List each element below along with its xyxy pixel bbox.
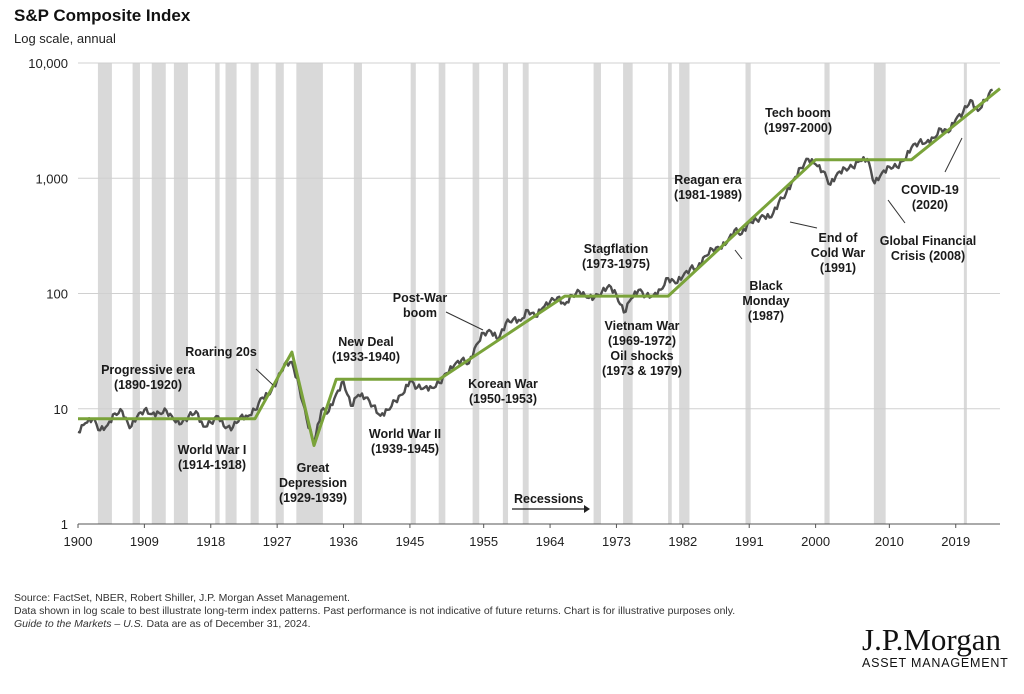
annotation-line: Post-War bbox=[393, 291, 448, 305]
trend-line bbox=[78, 87, 1001, 447]
annotation-roaring: Roaring 20s bbox=[185, 345, 257, 359]
annotation-gfc: Global Financial Crisis (2008) bbox=[880, 234, 977, 263]
annotation-line: (1939-1945) bbox=[371, 442, 439, 456]
x-tick-label: 1945 bbox=[395, 534, 424, 549]
annotation-line: Tech boom bbox=[765, 106, 831, 120]
annotation-blackmonday: Black Monday (1987) bbox=[742, 279, 789, 323]
x-tick-label: 1900 bbox=[64, 534, 93, 549]
annotation-covid: COVID-19 (2020) bbox=[901, 183, 959, 212]
annotation-line: (1950-1953) bbox=[469, 392, 537, 406]
annotation-leader-line bbox=[887, 199, 906, 224]
annotation-stagflation: Stagflation (1973-1975) bbox=[582, 242, 650, 271]
x-tick-label: 1991 bbox=[735, 534, 764, 549]
annotation-line: Oil shocks bbox=[610, 349, 673, 363]
annotation-line: (1890-1920) bbox=[114, 378, 182, 392]
annotation-line: (1933-1940) bbox=[332, 350, 400, 364]
annotation-line: (1973-1975) bbox=[582, 257, 650, 271]
annotation-line: Crisis (2008) bbox=[891, 249, 965, 263]
annotation-line: Stagflation bbox=[584, 242, 649, 256]
logo-name: J.P.Morgan bbox=[862, 622, 1001, 657]
x-tick-label: 1918 bbox=[196, 534, 225, 549]
annotation-line: (1969-1972) bbox=[608, 334, 676, 348]
annotation-line: Monday bbox=[742, 294, 789, 308]
footer-date: Data are as of December 31, 2024. bbox=[143, 618, 311, 630]
annotation-line: Reagan era bbox=[674, 173, 742, 187]
annotation-line: Cold War bbox=[811, 246, 866, 260]
footer: Source: FactSet, NBER, Robert Shiller, J… bbox=[14, 592, 834, 631]
annotation-wwii: World War II (1939-1945) bbox=[369, 427, 441, 456]
annotation-vietnam: Vietnam War (1969-1972) Oil shocks (1973 & … bbox=[602, 319, 682, 378]
annotation-leader-line bbox=[255, 368, 274, 386]
annotation-line: (1914-1918) bbox=[178, 458, 246, 472]
annotation-line: (1991) bbox=[820, 261, 856, 275]
x-tick-label: 1927 bbox=[263, 534, 292, 549]
annotation-line: Black bbox=[749, 279, 782, 293]
x-tick-label: 2010 bbox=[875, 534, 904, 549]
chart-subtitle: Log scale, annual bbox=[14, 31, 116, 46]
legend-arrow-head bbox=[584, 505, 590, 513]
annotation-line: World War II bbox=[369, 427, 441, 441]
jpmorgan-logo: J.P.Morgan ASSET MANAGEMENT bbox=[862, 622, 1009, 670]
annotation-line: Progressive era bbox=[101, 363, 196, 377]
annotation-line: (2020) bbox=[912, 198, 948, 212]
annotation-depression: Great Depression (1929-1939) bbox=[279, 461, 347, 505]
x-tick-label: 1955 bbox=[469, 534, 498, 549]
annotation-postwar: Post-War boom bbox=[393, 291, 448, 320]
annotation-leader-line bbox=[445, 311, 484, 331]
annotation-korean: Korean War (1950-1953) bbox=[468, 377, 538, 406]
annotation-line: New Deal bbox=[338, 335, 394, 349]
annotation-reagan: Reagan era (1981-1989) bbox=[674, 173, 743, 202]
annotation-line: (1997-2000) bbox=[764, 121, 832, 135]
footer-asof: Guide to the Markets – U.S. Data are as … bbox=[14, 618, 834, 631]
annotation-leader-line bbox=[944, 137, 963, 173]
annotation-line: (1981-1989) bbox=[674, 188, 742, 202]
annotation-line: Vietnam War bbox=[604, 319, 679, 333]
annotation-line: (1929-1939) bbox=[279, 491, 347, 505]
x-tick-label: 2019 bbox=[941, 534, 970, 549]
annotation-line: (1973 & 1979) bbox=[602, 364, 682, 378]
x-tick-label: 1973 bbox=[602, 534, 631, 549]
y-tick-label: 10 bbox=[54, 402, 68, 417]
x-tick-label: 1909 bbox=[130, 534, 159, 549]
annotation-coldwar: End of Cold War (1991) bbox=[811, 231, 866, 275]
legend-recessions-label: Recessions bbox=[514, 492, 584, 506]
x-tick-label: 1982 bbox=[668, 534, 697, 549]
annotation-line: Korean War bbox=[468, 377, 538, 391]
chart-title: S&P Composite Index bbox=[14, 6, 191, 25]
annotation-line: Global Financial bbox=[880, 234, 977, 248]
annotation-line: World War I bbox=[178, 443, 247, 457]
annotation-newdeal: New Deal (1933-1940) bbox=[332, 335, 400, 364]
logo-subtitle: ASSET MANAGEMENT bbox=[862, 656, 1009, 670]
annotation-leader-line bbox=[789, 221, 818, 229]
annotation-line: Great bbox=[297, 461, 330, 475]
annotation-line: Roaring 20s bbox=[185, 345, 257, 359]
annotation-leader-line bbox=[734, 249, 743, 260]
annotation-line: Depression bbox=[279, 476, 347, 490]
footer-guide-title: Guide to the Markets – U.S. bbox=[14, 618, 144, 630]
footer-source: Source: FactSet, NBER, Robert Shiller, J… bbox=[14, 592, 350, 604]
annotation-line: (1987) bbox=[748, 309, 784, 323]
y-tick-label: 10,000 bbox=[28, 56, 68, 71]
annotation-wwi: World War I (1914-1918) bbox=[178, 443, 247, 472]
y-tick-label: 100 bbox=[46, 287, 68, 302]
annotation-techboom: Tech boom (1997-2000) bbox=[764, 106, 832, 135]
y-tick-label: 1 bbox=[61, 517, 68, 532]
annotation-line: boom bbox=[403, 306, 437, 320]
annotation-line: COVID-19 bbox=[901, 183, 959, 197]
y-tick-label: 1,000 bbox=[35, 171, 68, 186]
footer-note: Data shown in log scale to best illustra… bbox=[14, 605, 736, 617]
x-tick-label: 1936 bbox=[329, 534, 358, 549]
x-tick-label: 2000 bbox=[801, 534, 830, 549]
annotation-line: End of bbox=[819, 231, 859, 245]
x-tick-label: 1964 bbox=[536, 534, 565, 549]
annotation-progressive: Progressive era (1890-1920) bbox=[101, 363, 196, 392]
